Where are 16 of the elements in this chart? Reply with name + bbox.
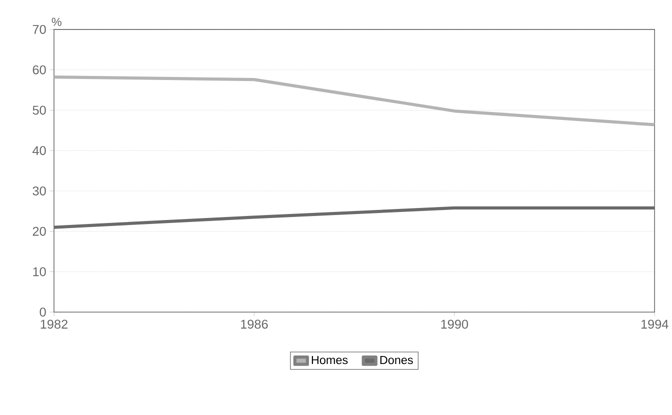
y-tick-label: 30 — [32, 186, 46, 196]
y-tick-label: 20 — [32, 226, 46, 236]
x-tick-label: 1986 — [241, 320, 268, 329]
y-axis-title: % — [52, 18, 62, 26]
legend-label: Dones — [380, 356, 413, 364]
y-tick-label: 70 — [32, 24, 46, 34]
y-tick-label: 50 — [32, 106, 46, 115]
y-tick-label: 0 — [40, 308, 46, 317]
legend-label: Homes — [312, 356, 348, 364]
y-tick-label: 40 — [32, 146, 46, 156]
x-tick-label: 1990 — [441, 320, 468, 329]
y-tick-label: 10 — [33, 267, 46, 276]
y-tick-label: 60 — [32, 65, 46, 74]
x-tick-label: 1994 — [641, 320, 668, 329]
line-series — [52, 75, 656, 126]
x-tick-label: 1982 — [40, 320, 68, 329]
